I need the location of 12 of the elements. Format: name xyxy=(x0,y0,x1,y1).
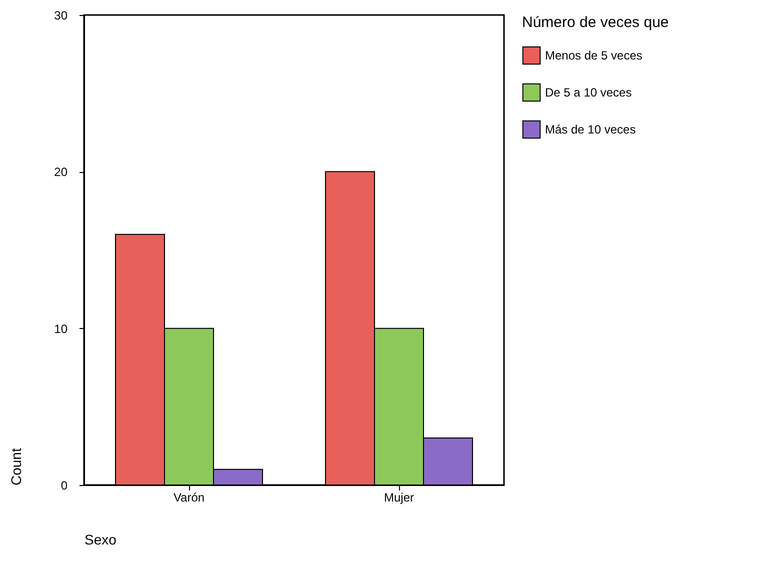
x-axis-title: Sexo xyxy=(84,532,117,548)
legend-label: De 5 a 10 veces xyxy=(545,86,632,100)
y-tick-label: 0 xyxy=(60,478,68,492)
y-axis-title: Count xyxy=(8,448,24,486)
y-tick-label: 20 xyxy=(54,165,68,180)
y-tick-label: 30 xyxy=(54,8,68,22)
legend-label: Más de 10 veces xyxy=(545,122,636,136)
legend-title: Número de veces que xyxy=(522,14,669,31)
legend-label: Menos de 5 veces xyxy=(545,48,642,62)
x-tick-label: Varón xyxy=(173,490,205,504)
y-tick-label: 10 xyxy=(54,322,68,336)
x-tick-label: Mujer xyxy=(384,490,414,504)
